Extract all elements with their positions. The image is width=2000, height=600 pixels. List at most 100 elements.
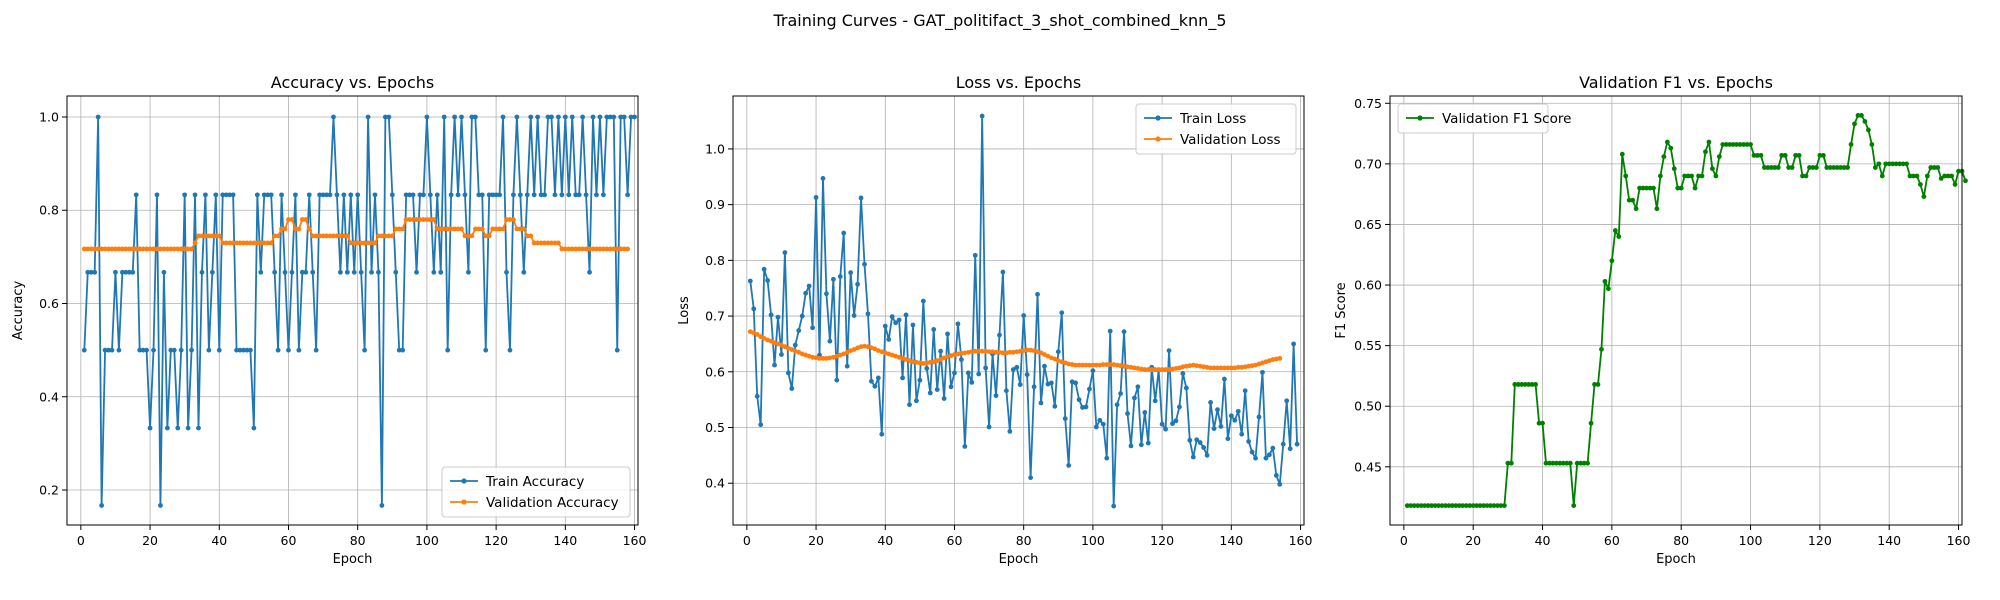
data-point <box>569 246 575 252</box>
data-point <box>1956 168 1961 174</box>
data-point <box>566 192 572 198</box>
data-point <box>865 311 871 317</box>
data-point <box>178 246 184 252</box>
data-point <box>483 233 489 239</box>
data-point <box>1273 473 1279 478</box>
data-point <box>1838 165 1844 170</box>
data-point <box>1963 178 1968 184</box>
data-point <box>351 269 357 275</box>
data-point <box>924 366 930 371</box>
data-point <box>559 192 565 198</box>
data-point <box>1429 503 1434 509</box>
data-point <box>1675 185 1681 191</box>
legend-swatch-marker <box>461 499 467 505</box>
y-tick-label: 0.8 <box>705 253 725 268</box>
data-point <box>209 269 215 275</box>
data-point <box>817 352 822 358</box>
data-point <box>893 320 899 326</box>
x-tick-label: 120 <box>1150 533 1174 548</box>
data-point <box>576 246 582 252</box>
data-point <box>1145 440 1151 446</box>
data-point <box>869 378 874 384</box>
data-point <box>407 217 412 222</box>
data-point <box>113 246 118 252</box>
data-point <box>1789 165 1795 170</box>
x-tick-label: 120 <box>484 533 508 548</box>
data-point <box>1256 414 1262 420</box>
data-point <box>837 274 843 279</box>
data-point <box>1280 441 1286 447</box>
x-tick-label: 20 <box>1465 533 1481 548</box>
y-tick-label: 0.7 <box>705 309 725 324</box>
data-point <box>296 226 302 232</box>
chart-title: Validation F1 vs. Epochs <box>1579 73 1773 92</box>
y-tick-label: 0.70 <box>1354 156 1382 171</box>
data-point <box>1550 460 1556 466</box>
data-point <box>1042 363 1047 369</box>
data-point <box>158 246 163 252</box>
data-point <box>1630 197 1636 203</box>
data-point <box>556 114 561 120</box>
data-point <box>1678 185 1684 191</box>
data-point <box>1720 142 1726 147</box>
data-point <box>341 233 347 239</box>
data-point <box>299 269 305 275</box>
data-point <box>1533 382 1538 387</box>
data-point <box>803 290 809 296</box>
data-point <box>875 375 881 381</box>
data-point <box>1564 460 1570 466</box>
data-point <box>286 347 291 353</box>
data-point <box>590 114 596 120</box>
data-point <box>389 233 395 239</box>
data-point <box>1187 437 1193 443</box>
data-point <box>1918 182 1923 187</box>
data-point <box>1855 112 1861 118</box>
chart-panel-2: 0 20 40 60 80 100 120 140 160 0.4 0.5 0.6 0.7 0.8 0.9 1… <box>677 73 1313 567</box>
x-tick-label: 60 <box>281 533 297 548</box>
y-tick-label: 0.4 <box>39 389 59 404</box>
data-point <box>223 192 229 198</box>
data-point <box>1260 369 1265 375</box>
data-point <box>976 348 982 354</box>
y-tick-label: 0.9 <box>705 197 725 212</box>
x-tick-label: 80 <box>1673 533 1689 548</box>
data-point <box>569 114 575 120</box>
data-point <box>824 291 829 297</box>
data-point <box>1529 382 1535 387</box>
data-point <box>1602 279 1608 284</box>
data-point <box>192 240 198 246</box>
data-point <box>102 246 108 252</box>
data-point <box>1170 421 1175 426</box>
data-point <box>334 233 340 239</box>
data-point <box>948 384 954 390</box>
data-point <box>1703 149 1708 155</box>
data-point <box>348 192 354 198</box>
data-point <box>469 114 475 120</box>
data-point <box>1100 362 1106 367</box>
data-point <box>511 217 516 222</box>
x-tick-label: 60 <box>947 533 963 548</box>
data-point <box>1547 460 1552 466</box>
data-point <box>396 347 402 353</box>
data-point <box>1706 139 1712 145</box>
data-point <box>614 347 620 353</box>
data-point <box>604 114 610 120</box>
data-point <box>1118 391 1123 396</box>
data-point <box>81 246 87 252</box>
data-point <box>306 226 312 232</box>
data-point <box>497 192 502 198</box>
data-point <box>538 192 544 198</box>
data-point <box>1097 417 1103 423</box>
data-point <box>1696 173 1701 179</box>
data-point <box>841 230 847 236</box>
data-point <box>106 246 111 252</box>
data-point <box>1796 152 1802 158</box>
data-point <box>306 192 312 198</box>
data-point <box>344 269 350 275</box>
data-point <box>1215 365 1220 371</box>
data-point <box>199 269 205 275</box>
legend-swatch-marker <box>1155 115 1161 121</box>
data-point <box>441 114 447 120</box>
data-point <box>1682 173 1688 179</box>
data-point <box>119 269 125 275</box>
